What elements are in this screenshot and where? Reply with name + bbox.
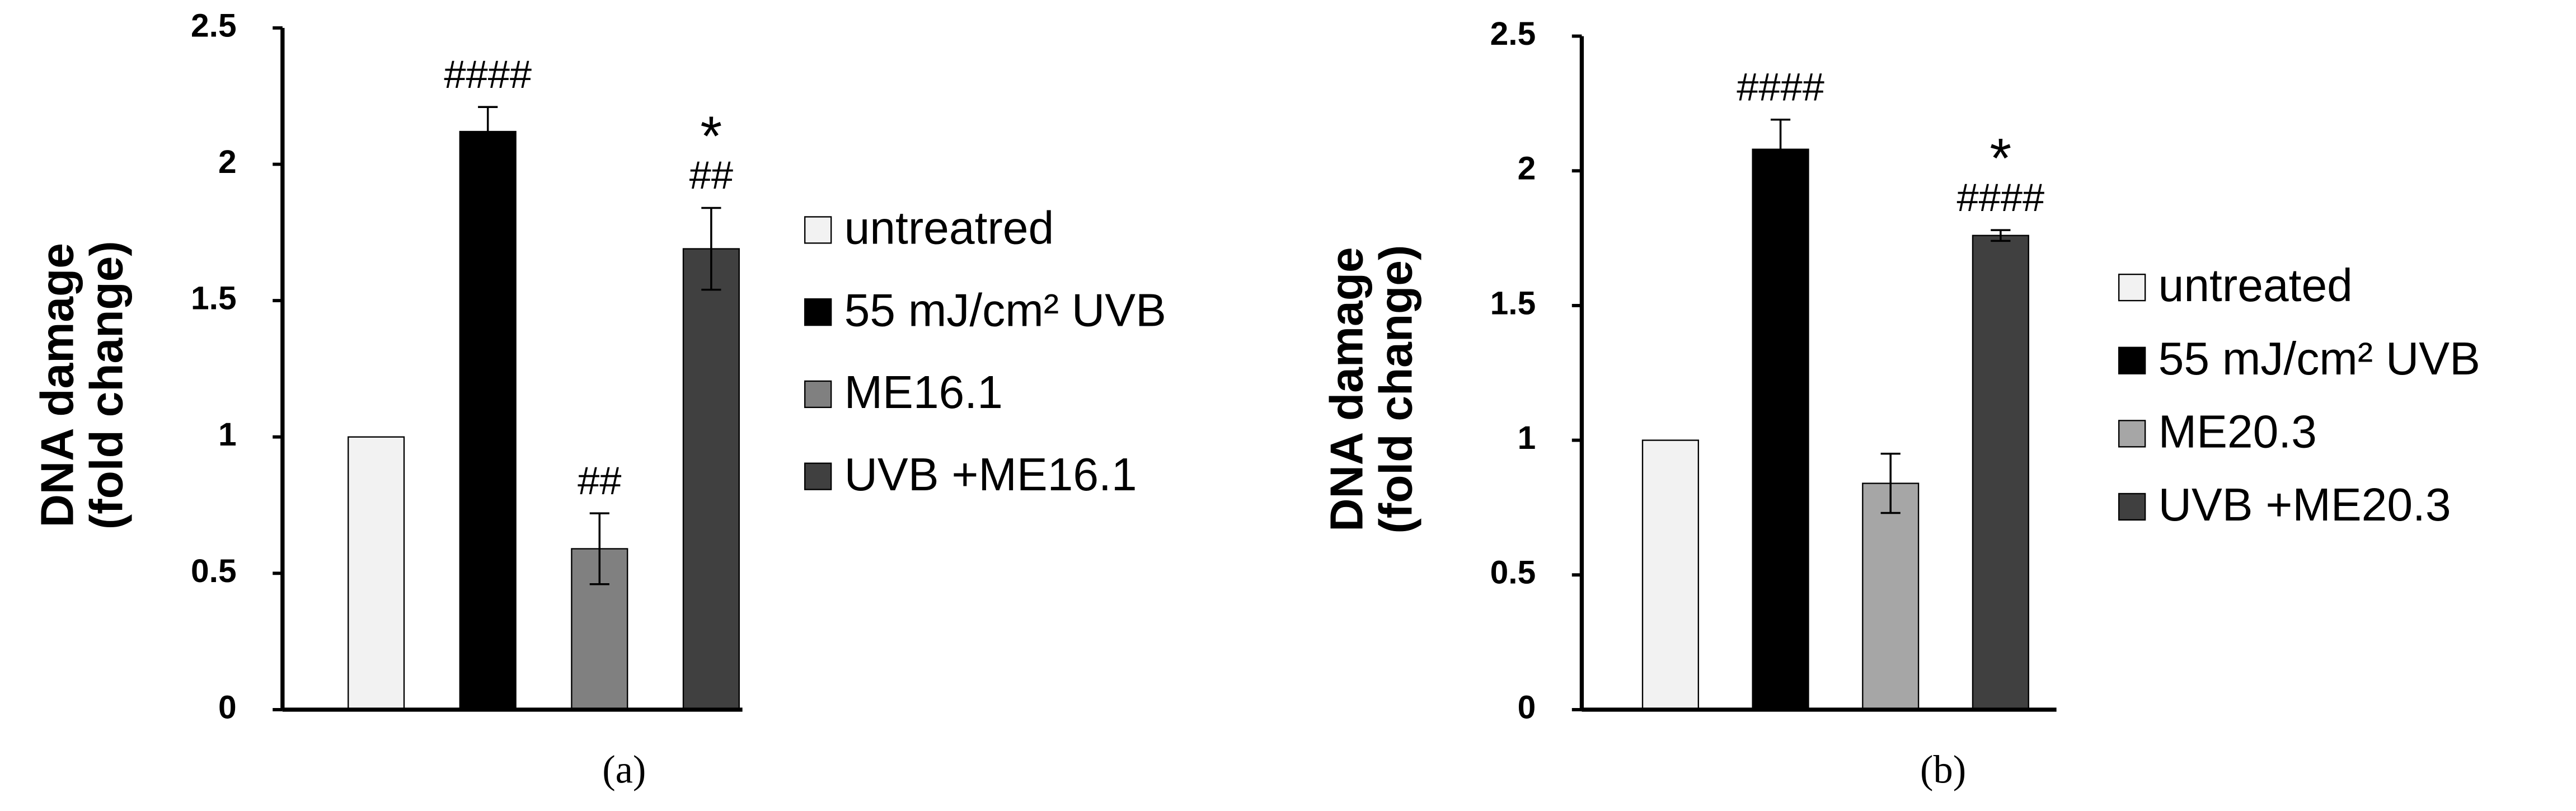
y-tick-label: 2.5 xyxy=(191,7,237,44)
legend-label: UVB +ME20.3 xyxy=(2159,480,2451,531)
annotation: * xyxy=(1990,128,2011,190)
legend-swatch xyxy=(2118,346,2146,374)
annotation: ## xyxy=(689,153,733,197)
legend-label: untreated xyxy=(2159,260,2353,311)
panel: DNA damage(fold change) 0 0.5 1 1.5 2 2.5 untre… xyxy=(1321,16,2480,791)
panel: DNA damage(fold change) 0 0.5 1 1.5 2 2.5 untre… xyxy=(32,7,1166,791)
annotation: ## xyxy=(578,458,621,503)
legend-label: ME16.1 xyxy=(844,367,1003,418)
y-axis-label: (fold change) xyxy=(1371,245,1421,534)
y-tick-label: 1.5 xyxy=(1490,285,1536,321)
y-axis-label: (fold change) xyxy=(81,241,132,529)
y-tick-label: 2 xyxy=(218,144,237,180)
annotation: #### xyxy=(444,52,532,96)
y-tick-label: 1 xyxy=(1518,420,1536,456)
legend-label: 55 mJ/cm² UVB xyxy=(2159,334,2480,385)
bar xyxy=(1862,482,1920,711)
legend-swatch xyxy=(804,380,832,409)
y-tick-label: 0.5 xyxy=(191,553,237,589)
legend-swatch xyxy=(804,216,832,244)
legend-swatch xyxy=(2118,493,2146,521)
legend-label: untreatred xyxy=(844,203,1054,254)
bar xyxy=(348,436,405,711)
legend-swatch xyxy=(2118,420,2146,448)
y-tick-label: 1 xyxy=(218,416,237,453)
caption: (a) xyxy=(602,748,646,792)
bar xyxy=(1641,439,1699,711)
bar xyxy=(1752,148,1809,711)
bar xyxy=(682,248,740,711)
legend-label: UVB +ME16.1 xyxy=(844,449,1137,500)
y-tick-label: 1.5 xyxy=(191,280,237,317)
annotation: #### xyxy=(1737,65,1824,109)
legend-swatch xyxy=(804,462,832,490)
legend-label: 55 mJ/cm² UVB xyxy=(844,285,1166,336)
y-tick-label: 0 xyxy=(1518,689,1536,725)
legend-swatch xyxy=(804,298,832,326)
y-axis-label: DNA damage xyxy=(1321,247,1372,531)
y-tick-label: 0.5 xyxy=(1490,555,1536,591)
y-tick-label: 0 xyxy=(218,689,237,725)
legend-label: ME20.3 xyxy=(2159,406,2317,457)
caption: (b) xyxy=(1920,748,1966,792)
y-tick-label: 2.5 xyxy=(1490,16,1536,52)
y-axis-label: DNA damage xyxy=(32,243,83,527)
legend-swatch xyxy=(2118,273,2146,302)
bar xyxy=(1972,235,2029,711)
bar xyxy=(459,130,517,711)
y-tick-label: 2 xyxy=(1518,151,1536,187)
annotation: * xyxy=(700,105,722,167)
annotation: #### xyxy=(1957,175,2045,219)
